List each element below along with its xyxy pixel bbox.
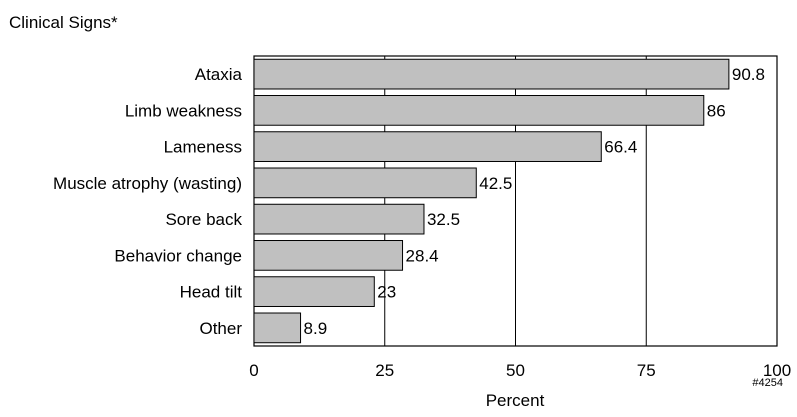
bar-6	[253, 276, 375, 307]
value-label-6: 23	[377, 283, 396, 302]
value-label-4: 32.5	[427, 210, 460, 229]
value-label-7: 8.9	[304, 319, 328, 338]
category-label-1: Limb weakness	[125, 101, 242, 120]
x-tick-label-0: 0	[249, 361, 258, 380]
bar-7	[253, 312, 302, 344]
x-tick-label-100: 100	[763, 361, 791, 380]
category-label-6: Head tilt	[180, 283, 243, 302]
category-label-7: Other	[199, 319, 242, 338]
value-label-5: 28.4	[406, 246, 439, 265]
x-tick-label-75: 75	[637, 361, 656, 380]
value-label-0: 90.8	[732, 65, 765, 84]
x-tick-label-25: 25	[375, 361, 394, 380]
value-label-2: 66.4	[604, 138, 637, 157]
value-label-1: 86	[707, 101, 726, 120]
category-label-2: Lameness	[164, 138, 242, 157]
bar-4	[253, 203, 425, 235]
value-labels: 90.8 86 66.4 42.5 32.5 28.4 23 8.9	[304, 65, 765, 338]
x-tick-labels: 0 25 50 75 100	[249, 361, 791, 380]
bar-1	[253, 95, 705, 126]
x-tick-label-50: 50	[506, 361, 525, 380]
bar-5	[253, 240, 404, 271]
bar-2	[253, 131, 602, 162]
x-axis-label: Percent	[486, 391, 545, 410]
figure-number-note: #4254	[752, 377, 783, 389]
category-label-0: Ataxia	[195, 65, 243, 84]
category-labels: Ataxia Limb weakness Lameness Muscle atroph…	[53, 65, 243, 338]
bars	[253, 58, 730, 344]
category-label-5: Behavior change	[114, 246, 242, 265]
category-label-3: Muscle atrophy (wasting)	[53, 174, 242, 193]
value-label-3: 42.5	[479, 174, 512, 193]
category-label-4: Sore back	[165, 210, 242, 229]
chart-title: Clinical Signs*	[9, 13, 118, 32]
bar-0	[253, 58, 730, 90]
bar-3	[253, 167, 477, 199]
